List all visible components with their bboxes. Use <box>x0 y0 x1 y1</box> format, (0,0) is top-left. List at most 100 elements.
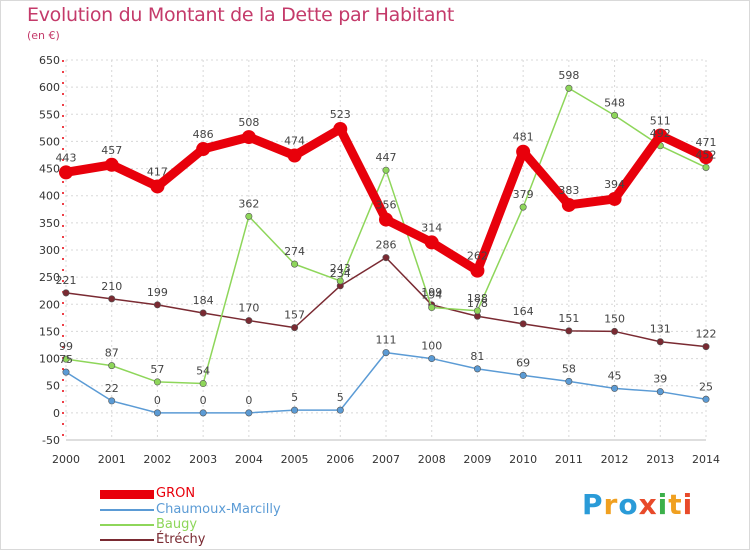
data-label-baugy: 274 <box>284 245 305 258</box>
logo-letter: o <box>618 488 639 521</box>
y-tick-label: 550 <box>39 108 60 121</box>
data-point-gron <box>196 142 211 157</box>
data-point-etrechy <box>656 338 664 346</box>
x-tick-label: 2012 <box>601 453 629 466</box>
data-point-gron <box>470 263 485 278</box>
data-label-etrechy: 221 <box>56 274 77 287</box>
data-point-baugy <box>62 355 70 363</box>
x-tick-label: 2005 <box>281 453 309 466</box>
data-point-baugy <box>245 212 253 220</box>
chart-title: Evolution du Montant de la Dette par Hab… <box>27 4 455 26</box>
y-tick-label: 150 <box>39 325 60 338</box>
data-label-gron: 314 <box>421 221 442 234</box>
y-tick-label: 100 <box>39 353 60 366</box>
data-point-gron <box>59 165 73 180</box>
data-label-chaumoux-marcilly: 5 <box>337 391 344 404</box>
data-label-gron: 457 <box>101 144 122 157</box>
y-tick-label: 300 <box>39 244 60 257</box>
data-label-gron: 417 <box>147 165 168 178</box>
logo-letter: r <box>603 488 619 521</box>
data-label-chaumoux-marcilly: 25 <box>699 380 713 393</box>
logo-letter: x <box>638 488 658 521</box>
data-label-etrechy: 151 <box>558 312 579 325</box>
data-point-baugy <box>565 84 573 92</box>
x-tick-label: 2010 <box>509 453 537 466</box>
data-label-chaumoux-marcilly: 69 <box>516 356 530 369</box>
data-label-gron: 508 <box>238 116 259 129</box>
legend-item: Chaumoux-Marcilly <box>100 502 281 518</box>
data-point-gron <box>653 128 668 143</box>
data-label-baugy: 362 <box>238 197 259 210</box>
data-label-baugy: 243 <box>330 262 351 275</box>
data-point-gron <box>699 150 713 165</box>
data-point-gron <box>379 212 393 227</box>
x-tick-label: 2003 <box>189 453 217 466</box>
y-tick-label: 200 <box>39 298 60 311</box>
data-point-chaumoux-marcilly <box>656 388 664 396</box>
data-label-gron: 394 <box>604 178 625 191</box>
data-label-chaumoux-marcilly: 75 <box>59 353 73 366</box>
logo-letter: i <box>657 488 669 521</box>
x-tick-label: 2009 <box>463 453 491 466</box>
logo-letter: t <box>668 488 683 521</box>
y-tick-label: 500 <box>39 135 60 148</box>
legend-label: Baugy <box>156 517 198 532</box>
data-label-baugy: 598 <box>558 69 579 82</box>
data-point-gron <box>287 148 302 163</box>
data-label-etrechy: 199 <box>421 286 442 299</box>
data-label-etrechy: 131 <box>650 323 671 336</box>
data-label-baugy: 57 <box>150 363 164 376</box>
data-point-gron <box>607 191 622 206</box>
y-tick-label: 600 <box>39 81 60 94</box>
y-tick-label: 450 <box>39 163 60 176</box>
data-label-gron: 356 <box>376 199 397 212</box>
x-tick-label: 2004 <box>235 453 263 466</box>
data-label-etrechy: 122 <box>696 328 717 341</box>
data-label-etrechy: 184 <box>193 294 214 307</box>
unit-label: (en €) <box>27 29 60 42</box>
data-point-chaumoux-marcilly <box>519 371 527 379</box>
data-point-baugy <box>702 163 710 171</box>
y-tick-label: 250 <box>39 271 60 284</box>
data-label-baugy: 99 <box>59 340 73 353</box>
data-label-chaumoux-marcilly: 100 <box>421 340 442 353</box>
data-label-etrechy: 234 <box>330 267 351 280</box>
data-point-chaumoux-marcilly <box>62 368 70 376</box>
data-label-gron: 486 <box>193 128 214 141</box>
data-point-gron <box>104 157 119 172</box>
data-label-baugy: 188 <box>467 292 488 305</box>
data-label-gron: 523 <box>330 108 351 121</box>
data-label-gron: 471 <box>696 136 717 149</box>
data-label-gron: 474 <box>284 135 305 148</box>
data-point-baugy <box>336 277 344 285</box>
data-point-chaumoux-marcilly <box>702 395 710 403</box>
data-point-etrechy <box>62 289 70 297</box>
legend-swatch <box>100 539 154 541</box>
data-point-baugy <box>473 307 481 315</box>
data-label-gron: 383 <box>558 184 579 197</box>
data-point-baugy <box>611 111 619 119</box>
data-label-chaumoux-marcilly: 39 <box>653 373 667 386</box>
data-point-baugy <box>519 203 527 211</box>
proxiti-logo[interactable]: Proxiti <box>582 488 693 521</box>
axes: -500501001502002503003504004505005506006… <box>39 54 720 466</box>
data-point-etrechy <box>108 295 116 303</box>
logo-letter: P <box>582 488 604 521</box>
y-tick-label: 0 <box>53 407 60 420</box>
data-label-etrechy: 199 <box>147 286 168 299</box>
data-point-chaumoux-marcilly <box>473 365 481 373</box>
data-point-baugy <box>153 378 161 386</box>
data-point-baugy <box>291 260 299 268</box>
x-tick-label: 2000 <box>52 453 80 466</box>
data-point-etrechy <box>565 327 573 335</box>
y-tick-label: 350 <box>39 217 60 230</box>
data-label-chaumoux-marcilly: 0 <box>200 394 207 407</box>
data-point-gron <box>561 197 576 212</box>
data-point-gron <box>516 144 531 159</box>
x-tick-label: 2011 <box>555 453 583 466</box>
x-tick-label: 2001 <box>98 453 126 466</box>
data-point-etrechy <box>153 301 161 309</box>
data-label-baugy: 194 <box>421 289 442 302</box>
data-label-baugy: 54 <box>196 365 210 378</box>
